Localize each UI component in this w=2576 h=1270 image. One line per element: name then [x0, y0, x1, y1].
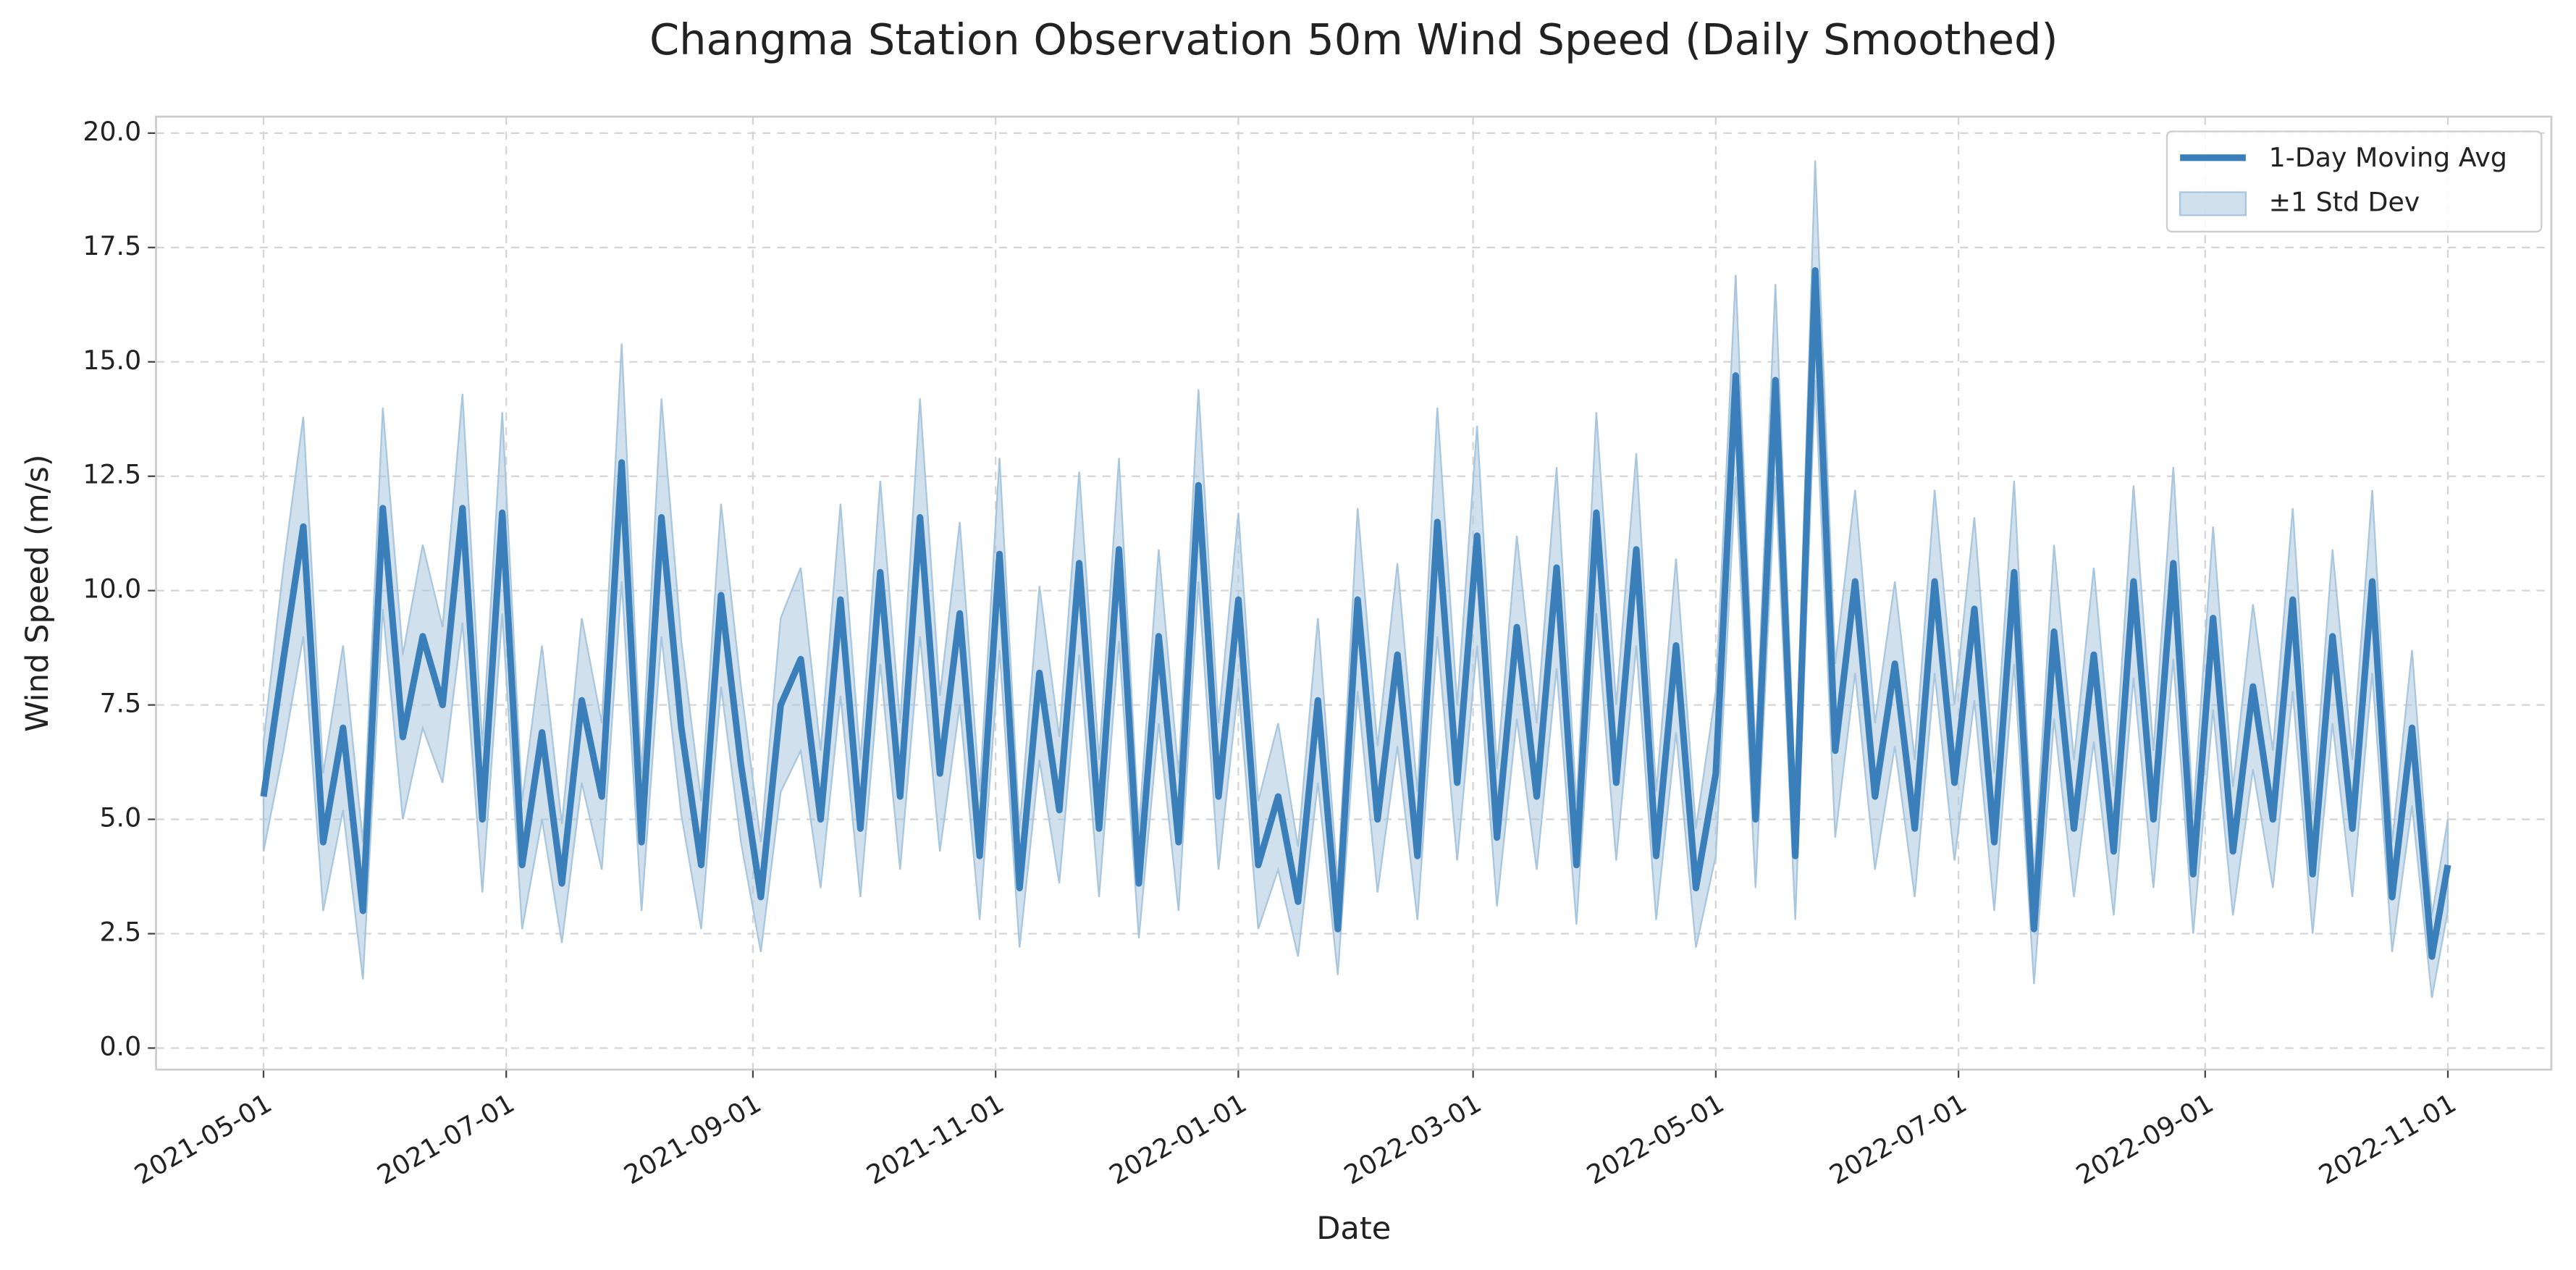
std-band: [262, 160, 2449, 998]
x-tick-label: 2022-07-01: [1824, 1088, 1971, 1191]
x-tick-label: 2022-03-01: [1339, 1088, 1486, 1191]
chart-title: Changma Station Observation 50m Wind Spe…: [649, 14, 2058, 64]
plot-frame: [155, 115, 2553, 1071]
legend-label: ±1 Std Dev: [2269, 186, 2420, 217]
y-tick-label: 15.0: [83, 345, 141, 376]
legend-label: 1-Day Moving Avg: [2269, 142, 2507, 173]
legend-box: [2165, 130, 2543, 233]
y-tick-label: 5.0: [99, 802, 141, 833]
x-tick-label: 2022-05-01: [1581, 1088, 1729, 1191]
x-axis-label: Date: [1316, 1211, 1391, 1247]
x-tick-label: 2021-11-01: [862, 1088, 1009, 1191]
x-tick-label: 2021-05-01: [129, 1088, 277, 1191]
x-tick-label: 2021-09-01: [618, 1088, 766, 1191]
x-tick-label: 2022-11-01: [2313, 1088, 2461, 1191]
x-tick-label: 2022-01-01: [1104, 1088, 1252, 1191]
y-tick-label: 2.5: [99, 917, 141, 948]
line-series: [260, 266, 2451, 960]
y-tick-label: 12.5: [83, 459, 141, 490]
x-tick-label: 2022-09-01: [2071, 1088, 2218, 1191]
y-axis-label: Wind Speed (m/s): [20, 454, 56, 732]
y-tick-label: 20.0: [83, 116, 141, 147]
y-tick-label: 0.0: [99, 1030, 141, 1061]
legend: 1-Day Moving Avg ±1 Std Dev: [2165, 130, 2543, 233]
y-tick-label: 17.5: [83, 230, 141, 261]
legend-patch: [2179, 191, 2247, 216]
x-tick-label: 2021-07-01: [372, 1088, 520, 1191]
y-tick-label: 7.5: [99, 688, 141, 719]
y-tick-label: 10.0: [83, 573, 141, 605]
